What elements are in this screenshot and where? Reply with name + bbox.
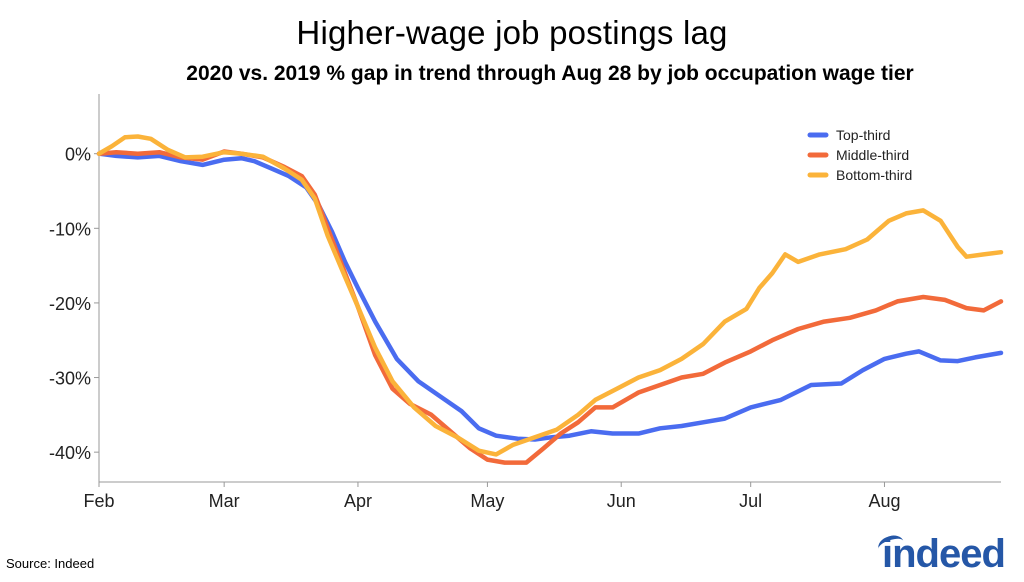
x-tick-label: May — [470, 491, 504, 511]
chart-lines — [96, 134, 1004, 465]
x-tick-label: Mar — [209, 491, 240, 511]
chart-subtitle: 2020 vs. 2019 % gap in trend through Aug… — [186, 62, 914, 85]
x-tick-label: Apr — [344, 491, 372, 511]
x-tick-label: Jul — [739, 491, 762, 511]
chart-axes: 0% -10% -20% -30% -40% Feb Mar Apr May Jun Jul Aug — [49, 94, 1001, 511]
y-tick-label: 0% — [65, 145, 91, 165]
y-tick-label: -30% — [49, 369, 91, 389]
series-line-bottom-third — [96, 134, 1004, 457]
source-note: Source: Indeed — [6, 556, 95, 571]
x-tick-label: Feb — [83, 491, 114, 511]
legend-label-bottom-third: Bottom-third — [836, 167, 912, 183]
y-tick-label: -40% — [49, 443, 91, 463]
x-tick-label: Aug — [868, 491, 900, 511]
indeed-logo: indeed — [870, 530, 1010, 578]
x-tick-label: Jun — [607, 491, 636, 511]
y-tick-label: -20% — [49, 294, 91, 314]
legend-label-top-third: Top-third — [836, 127, 890, 143]
logo-text: indeed — [882, 532, 1006, 576]
legend-label-middle-third: Middle-third — [836, 147, 909, 163]
chart-legend: Top-third Middle-third Bottom-third — [807, 127, 912, 183]
chart-title: Higher-wage job postings lag — [296, 14, 728, 51]
y-tick-label: -10% — [49, 219, 91, 239]
series-line-top-third — [96, 151, 1004, 442]
series-line-middle-third — [96, 149, 1004, 465]
